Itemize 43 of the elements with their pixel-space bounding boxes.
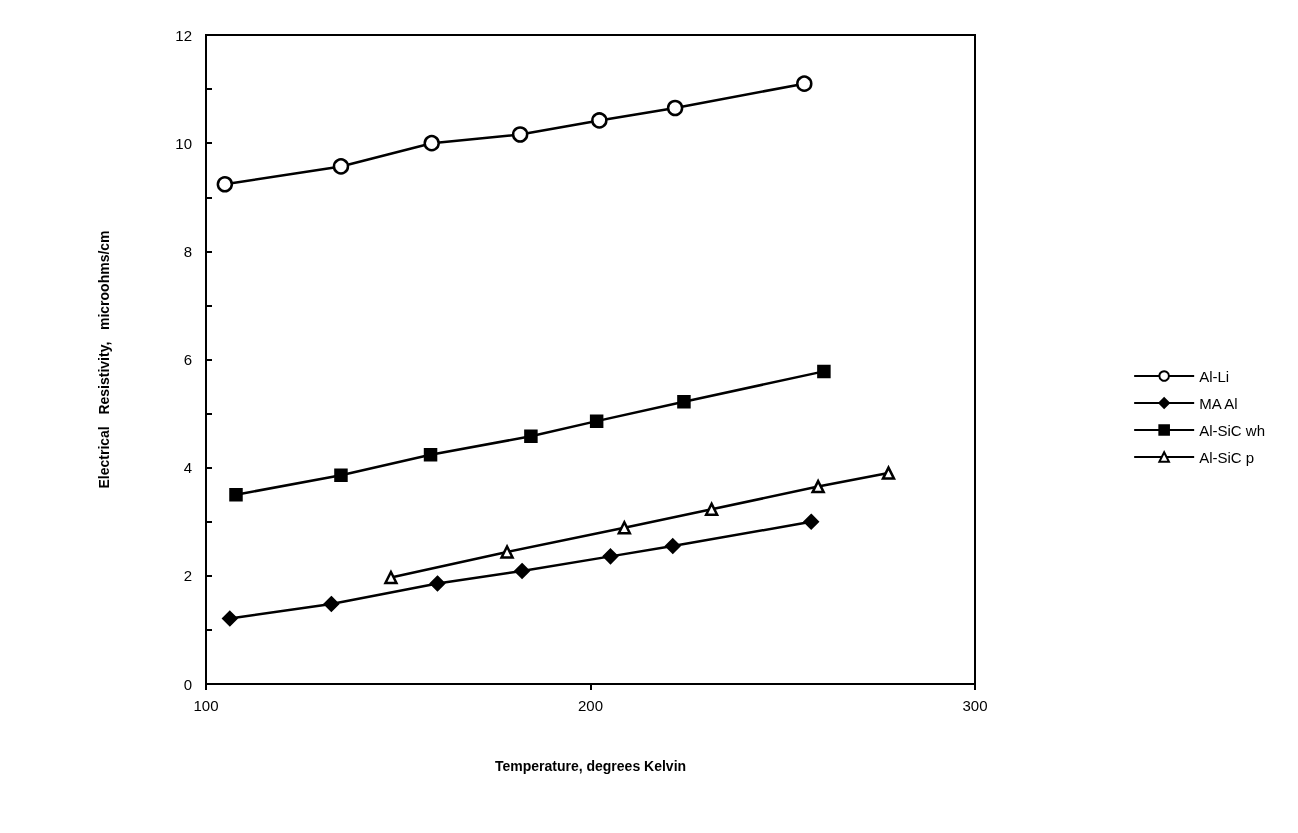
- y-axis-title: Electrical Resistivity, microohms/cm: [96, 230, 112, 489]
- point: [589, 414, 604, 428]
- point: [229, 487, 243, 502]
- point: [817, 364, 831, 379]
- point: [222, 610, 238, 627]
- point: [423, 134, 440, 152]
- y-tick-label: 0: [183, 675, 192, 693]
- legend-label: Al-SiC p: [1199, 448, 1255, 466]
- point: [514, 563, 530, 579]
- point: [796, 75, 813, 92]
- y-tick-label: 6: [183, 351, 192, 368]
- y-tick-label: 2: [183, 567, 192, 585]
- point: [524, 429, 538, 444]
- point: [429, 575, 446, 592]
- y-tick-label: 12: [175, 26, 192, 44]
- legend-label: MA Al: [1199, 394, 1238, 412]
- y-tick-label: 4: [183, 459, 192, 477]
- point: [384, 570, 398, 585]
- x-tick-label: 200: [577, 697, 604, 714]
- point: [666, 99, 684, 117]
- point: [511, 126, 529, 143]
- point: [591, 112, 608, 129]
- point: [423, 447, 438, 462]
- point: [665, 538, 681, 554]
- x-axis-title: Temperature, degrees Kelvin: [494, 758, 687, 774]
- point: [811, 479, 825, 494]
- point: [334, 468, 348, 482]
- x-tick-label: 100: [193, 697, 219, 714]
- point: [617, 520, 632, 535]
- y-tick-label: 10: [175, 134, 192, 152]
- point: [602, 548, 619, 565]
- y-tick-label: 8: [183, 242, 192, 260]
- point: [332, 158, 350, 175]
- point: [500, 545, 514, 559]
- legend-label: Al-Li: [1199, 367, 1230, 385]
- point: [216, 176, 234, 193]
- point: [704, 502, 719, 517]
- point: [881, 466, 896, 480]
- x-tick-label: 300: [962, 697, 988, 714]
- point: [677, 394, 691, 409]
- point: [323, 596, 340, 612]
- point: [803, 514, 819, 530]
- legend-label: Al-SiC wh: [1199, 421, 1266, 439]
